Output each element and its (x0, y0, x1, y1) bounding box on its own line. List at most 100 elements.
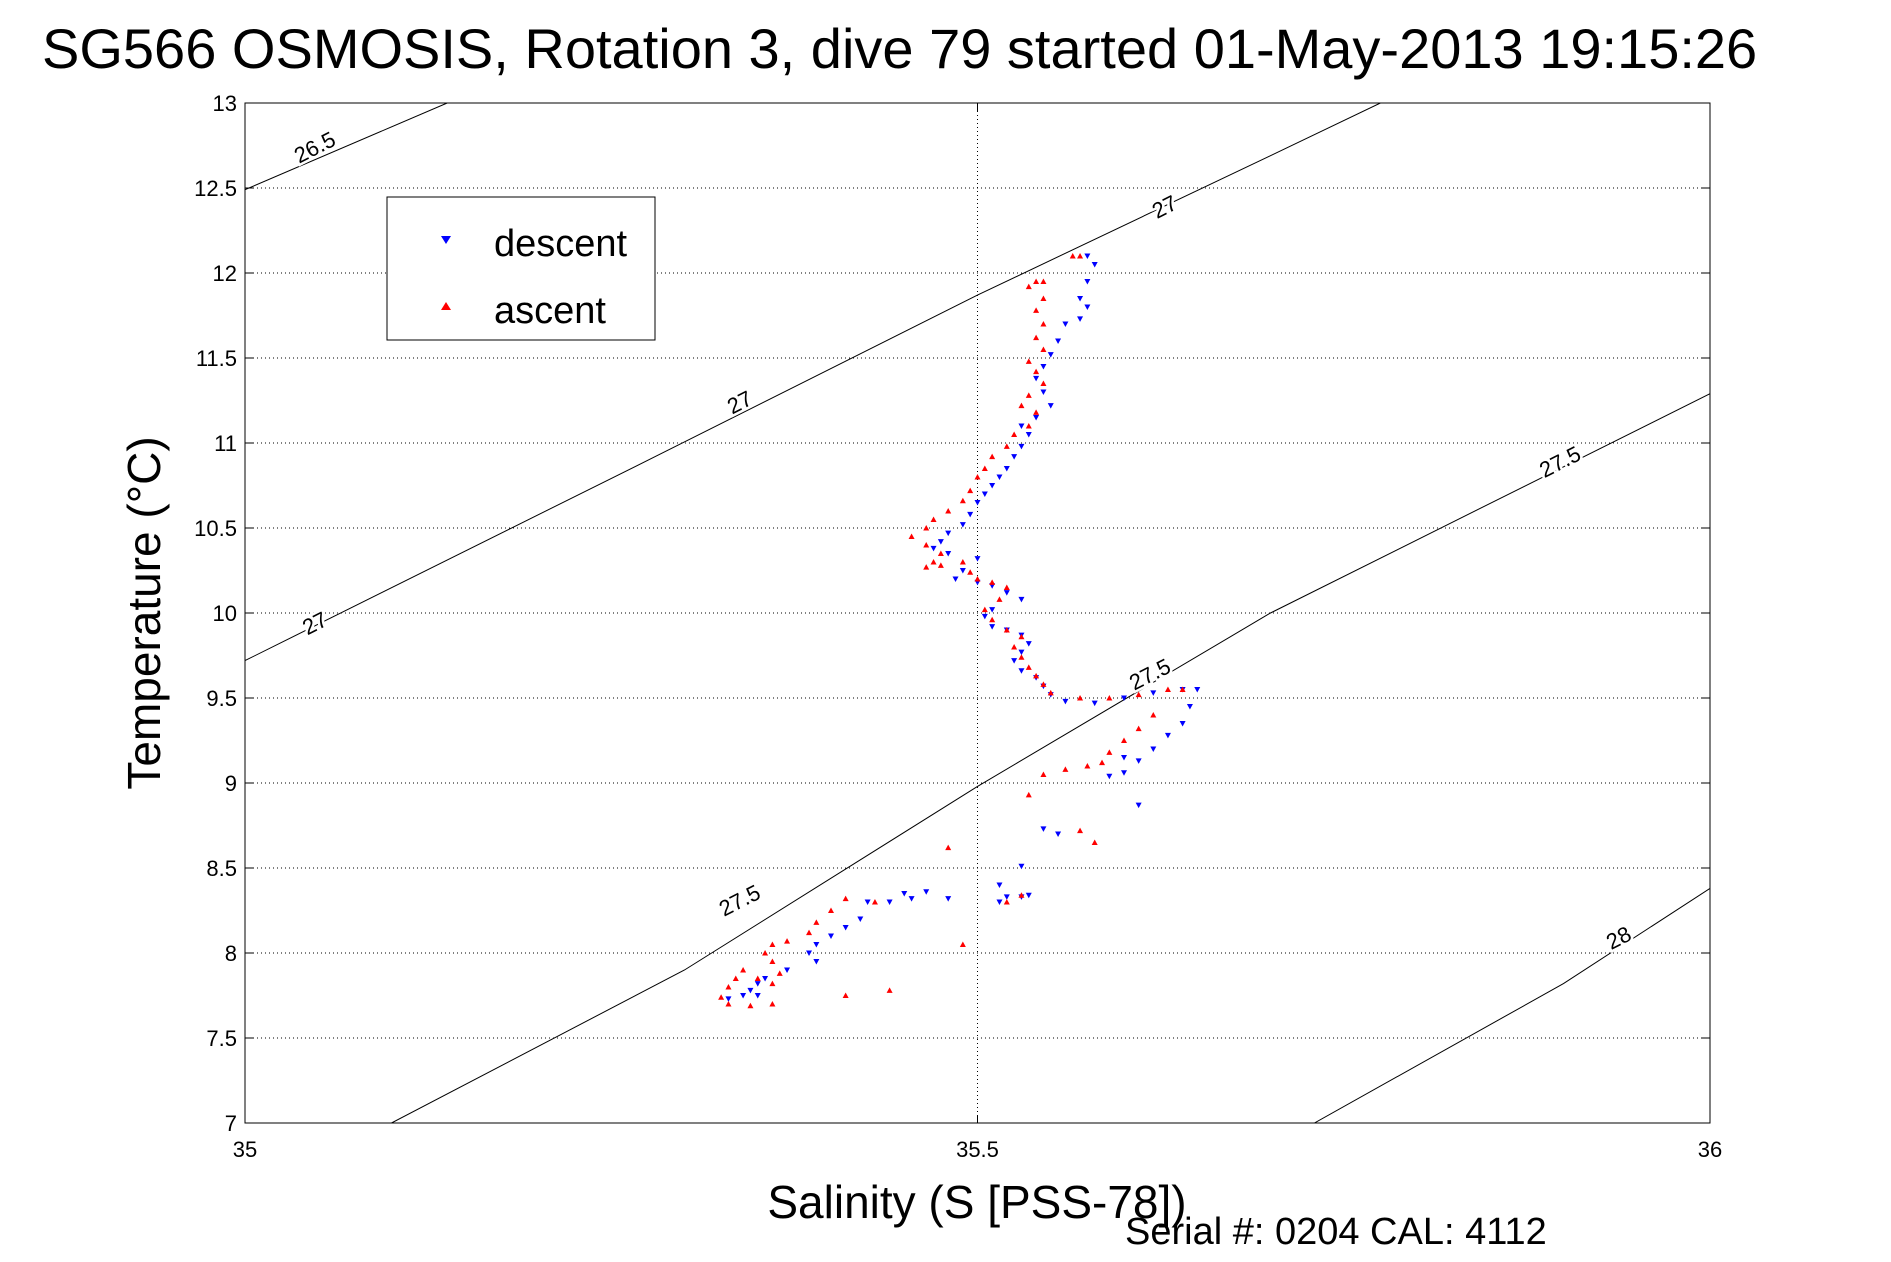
descent-point (1121, 770, 1127, 776)
ascent-point (754, 975, 761, 981)
ascent-point (1011, 431, 1018, 437)
descent-point (974, 500, 981, 506)
ascent-point (989, 453, 996, 460)
y-tick-label: 11.5 (196, 346, 237, 371)
ascent-point (762, 950, 769, 956)
descent-point (857, 916, 864, 922)
ascent-point (769, 958, 776, 964)
descent-point (1150, 746, 1157, 752)
descent-point (996, 882, 1003, 888)
ascent-point (1084, 763, 1091, 769)
isopycnal-line-27.5 (391, 393, 1710, 1123)
ascent-point (828, 907, 834, 913)
ascent-point (1033, 278, 1040, 284)
descent-point (1084, 253, 1091, 259)
ascent-point (1040, 278, 1047, 284)
ascent-point (1025, 791, 1032, 798)
descent-point (740, 993, 747, 999)
ascent-point (1025, 664, 1032, 670)
ascent-point (725, 984, 732, 990)
ascent-point (930, 559, 937, 565)
descent-point (1033, 415, 1040, 421)
ascent-point (842, 895, 849, 902)
ascent-point (1003, 584, 1010, 590)
ascent-point (937, 550, 944, 556)
descent-point (1077, 316, 1084, 322)
ascent-point (1106, 749, 1113, 755)
ascent-point (769, 941, 776, 947)
descent-point (784, 967, 791, 973)
isopycnal-line-28 (1314, 887, 1710, 1123)
descent-point (1055, 831, 1062, 837)
ascent-point (769, 980, 776, 987)
ascent-point (959, 941, 966, 947)
ascent-point (989, 616, 996, 623)
series-ascent (718, 253, 1186, 1009)
ascent-point (1164, 686, 1171, 692)
ascent-point (1033, 334, 1040, 341)
ascent-point (1040, 681, 1047, 687)
ascent-point (967, 569, 974, 575)
ascent-point (1025, 423, 1032, 429)
ascent-point (784, 938, 791, 944)
ascent-point (1047, 689, 1054, 696)
descent-point (806, 950, 813, 956)
descent-point (989, 483, 996, 489)
descent-point (725, 996, 732, 1002)
descent-point (1121, 755, 1127, 761)
ascent-point (1077, 827, 1084, 834)
ascent-point (1121, 737, 1127, 743)
ascent-point (996, 596, 1003, 602)
descent-point (1121, 695, 1127, 701)
descent-point (1018, 668, 1025, 674)
descent-point (1164, 732, 1171, 739)
descent-point (754, 993, 761, 999)
descent-point (1033, 375, 1040, 382)
descent-point (952, 576, 959, 582)
descent-point (996, 474, 1003, 480)
descent-point (1018, 443, 1025, 450)
legend-descent-label: descent (494, 223, 628, 265)
ascent-point (959, 559, 966, 565)
isopycnal-line-26.5 (245, 103, 448, 191)
descent-point (1077, 296, 1084, 302)
descent-point (747, 987, 754, 994)
ascent-point (1040, 321, 1047, 327)
y-tick-label: 8 (225, 941, 237, 966)
descent-point (1018, 649, 1025, 656)
descent-point (1179, 721, 1186, 727)
ascent-point (974, 576, 981, 582)
descent-point (1150, 690, 1157, 696)
ascent-point (813, 919, 820, 925)
ascent-point (718, 994, 725, 1000)
x-tick-label: 36 (1698, 1137, 1722, 1162)
ascent-point (776, 970, 783, 976)
x-axis-label: Salinity (S [PSS-78]) (767, 1176, 1186, 1228)
ascent-point (1033, 368, 1040, 375)
descent-point (923, 889, 930, 895)
descent-point (1040, 364, 1047, 370)
descent-point (1186, 704, 1193, 710)
descent-point (1106, 773, 1113, 780)
descent-point (1003, 894, 1010, 900)
descent-point (1011, 454, 1018, 460)
y-tick-label: 10.5 (194, 516, 237, 541)
ascent-point (747, 1002, 754, 1009)
ascent-point (886, 987, 893, 993)
descent-point (937, 539, 944, 545)
descent-point (1135, 802, 1142, 809)
ascent-point (842, 992, 849, 998)
ascent-point (1091, 839, 1098, 845)
descent-point (1135, 758, 1142, 764)
ascent-point (769, 1001, 776, 1007)
ascent-point (1018, 402, 1025, 409)
descent-point (1194, 687, 1201, 693)
ascent-point (1062, 766, 1069, 772)
descent-point (1047, 352, 1054, 358)
ascent-point (923, 525, 930, 531)
descent-point (1025, 641, 1032, 647)
descent-point (974, 556, 981, 562)
descent-point (1040, 389, 1047, 395)
ascent-point (725, 1001, 732, 1007)
